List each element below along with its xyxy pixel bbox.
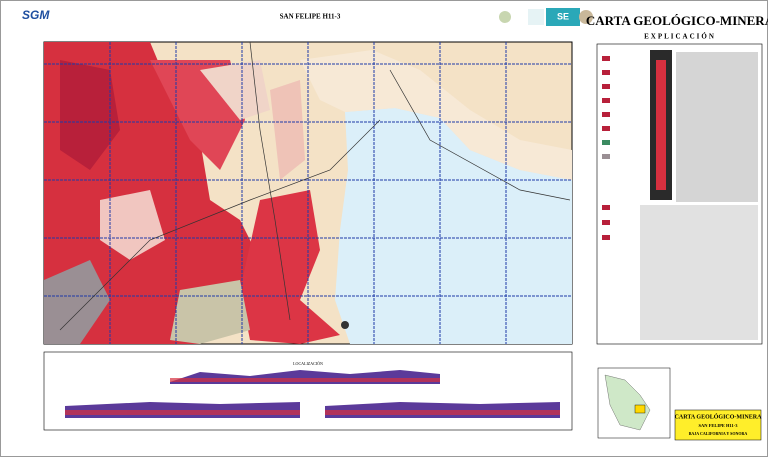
logo-bg [528, 9, 544, 25]
emblem [499, 11, 511, 23]
agency: SE [557, 11, 569, 21]
sidebar-title: CARTA GEOLÓGICO-MINERA [586, 13, 768, 28]
locator [597, 367, 671, 439]
sidebar-subtitle: EXPLICACIÓN [644, 33, 716, 41]
cross-sections: LOCALIZACIÓN [43, 351, 573, 431]
agency-box [546, 8, 580, 26]
legend-panel [596, 43, 763, 345]
title-block [674, 409, 762, 441]
logo: SGM [22, 8, 50, 22]
title-block-states: BAJA CALIFORNIA Y SONORA [689, 431, 748, 436]
map-title: SAN FELIPE H11-3 [280, 13, 341, 21]
seal [579, 10, 593, 24]
title-block-title: CARTA GEOLÓGICO-MINERA [675, 412, 763, 420]
sections-title: LOCALIZACIÓN [293, 361, 323, 366]
map [43, 41, 573, 345]
title-block-sheet: SAN FELIPE H11-3 [698, 423, 738, 428]
